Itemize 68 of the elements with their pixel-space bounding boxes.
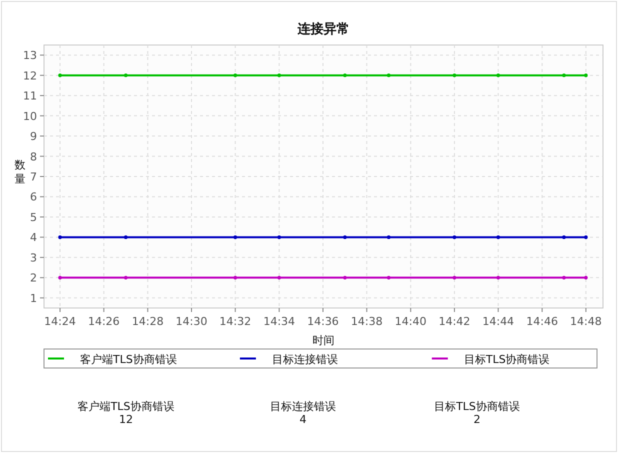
- x-tick-label: 14:32: [219, 315, 252, 328]
- chart-title: 连接异常: [296, 21, 350, 37]
- point: [343, 235, 347, 239]
- x-tick-label: 14:34: [263, 315, 296, 328]
- point: [386, 74, 391, 78]
- point: [233, 74, 238, 78]
- point: [562, 276, 566, 280]
- y-tick-label: 2: [30, 272, 37, 285]
- x-tick-label: 14:36: [307, 315, 339, 328]
- point: [452, 74, 456, 78]
- point: [277, 235, 281, 239]
- x-tick-label: 14:28: [132, 315, 164, 328]
- point: [343, 74, 347, 78]
- y-tick-label: 5: [30, 210, 37, 224]
- y-tick-label: 10: [23, 110, 37, 123]
- y-tick-label: 8: [30, 150, 37, 164]
- text: 2: [474, 413, 480, 426]
- legend-label: 目标TLS协商错误: [464, 353, 550, 366]
- x-tick-label: 14:46: [526, 315, 558, 328]
- y-tick-label: 12: [23, 69, 37, 82]
- x-tick-label: 14:26: [88, 315, 120, 328]
- legend-label: 客户端TLS协商错误: [80, 353, 177, 366]
- point: [496, 74, 500, 78]
- point: [496, 276, 500, 280]
- point: [124, 235, 128, 239]
- x-tick-label: 14:42: [438, 315, 470, 328]
- text: 目标TLS协商错误: [434, 400, 520, 413]
- point: [233, 276, 238, 280]
- y-tick-label: 4: [30, 231, 37, 244]
- text: 客户端TLS协商错误: [78, 400, 174, 413]
- x-tick-label: 14:38: [350, 315, 383, 328]
- point: [277, 74, 281, 78]
- y-tick-label: 3: [30, 251, 37, 264]
- x-tick-label: 14:24: [44, 315, 76, 328]
- point: [386, 276, 391, 280]
- x-tick-label: 14:40: [394, 315, 427, 328]
- point: [124, 74, 128, 78]
- y-axis-title: 数量: [14, 158, 26, 186]
- point: [386, 235, 391, 239]
- text: 12: [119, 413, 133, 426]
- legend-label: 目标连接错误: [272, 353, 338, 366]
- point: [584, 74, 588, 78]
- point: [124, 276, 128, 280]
- point: [452, 235, 456, 239]
- point: [58, 276, 62, 280]
- y-tick-label: 11: [23, 90, 37, 103]
- y-tick-label: 6: [30, 190, 37, 204]
- point: [496, 235, 500, 239]
- x-tick-label: 14:44: [482, 315, 514, 328]
- x-tick-label: 14:48: [570, 315, 602, 328]
- point: [58, 235, 62, 239]
- point: [562, 235, 566, 239]
- text: 4: [300, 413, 306, 426]
- point: [584, 235, 588, 239]
- point: [343, 276, 347, 280]
- x-axis-title: 时间: [312, 334, 334, 347]
- point: [452, 276, 456, 280]
- y-tick-label: 9: [30, 130, 37, 144]
- point: [562, 74, 566, 78]
- x-tick-label: 14:30: [176, 315, 208, 328]
- point: [233, 235, 238, 239]
- point: [584, 276, 588, 280]
- point: [58, 74, 62, 78]
- y-tick-label: 13: [23, 49, 37, 62]
- point: [277, 276, 281, 280]
- y-tick-label: 1: [30, 292, 37, 305]
- text: 目标连接错误: [270, 400, 336, 413]
- y-tick-label: 7: [30, 170, 37, 184]
